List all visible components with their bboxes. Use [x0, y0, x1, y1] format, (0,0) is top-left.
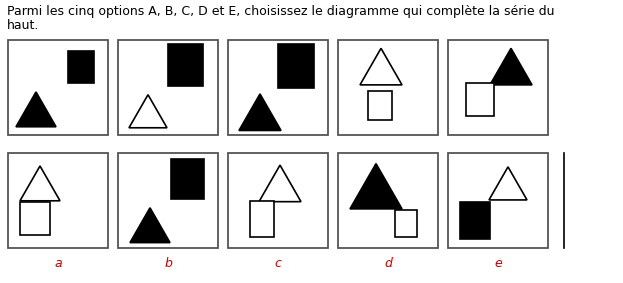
Polygon shape	[490, 48, 532, 85]
Bar	[228, 40, 328, 135]
Polygon shape	[350, 164, 402, 209]
Text: b: b	[164, 257, 172, 270]
Bar	[20, 202, 50, 235]
Text: c: c	[275, 257, 282, 270]
Text: haut.: haut.	[7, 19, 39, 32]
Bar	[168, 44, 203, 85]
Bar	[8, 40, 108, 135]
Bar	[8, 153, 108, 248]
Polygon shape	[239, 94, 281, 130]
Bar	[448, 153, 548, 248]
Bar	[395, 210, 417, 237]
Bar	[171, 159, 204, 199]
Polygon shape	[20, 166, 60, 201]
Polygon shape	[489, 167, 527, 200]
Text: e: e	[494, 257, 502, 270]
Bar	[368, 91, 392, 120]
Bar	[68, 52, 94, 83]
Bar	[118, 153, 218, 248]
Text: d: d	[384, 257, 392, 270]
Text: Parmi les cinq options A, B, C, D et E, choisissez le diagramme qui complète la : Parmi les cinq options A, B, C, D et E, …	[7, 5, 554, 18]
Bar	[278, 44, 314, 87]
Bar	[338, 153, 438, 248]
Bar	[250, 200, 274, 237]
Bar	[460, 202, 490, 239]
Polygon shape	[130, 208, 170, 243]
Text: a: a	[54, 257, 62, 270]
Bar	[466, 83, 494, 116]
Polygon shape	[360, 48, 402, 85]
Bar	[448, 40, 548, 135]
Bar	[228, 153, 328, 248]
Polygon shape	[129, 95, 167, 128]
Polygon shape	[259, 165, 301, 202]
Bar	[118, 40, 218, 135]
Bar	[338, 40, 438, 135]
Polygon shape	[16, 92, 56, 127]
